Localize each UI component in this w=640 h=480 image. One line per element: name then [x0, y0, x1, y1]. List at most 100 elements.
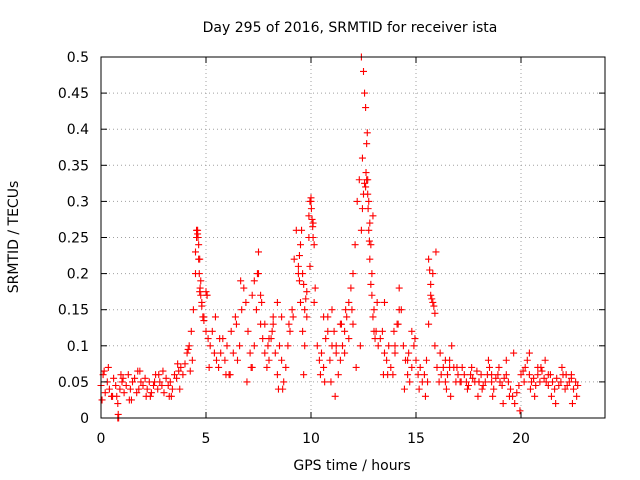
data-point	[295, 252, 303, 260]
data-point	[100, 367, 108, 375]
data-point	[478, 385, 486, 393]
data-point	[563, 382, 571, 390]
data-point	[252, 306, 260, 314]
data-point	[361, 89, 369, 97]
data-point	[371, 335, 379, 343]
data-point	[269, 320, 277, 328]
data-point	[427, 291, 435, 299]
data-point	[120, 389, 128, 397]
data-point	[498, 382, 506, 390]
data-point	[416, 363, 424, 371]
data-point	[384, 371, 392, 379]
data-point	[213, 356, 220, 364]
y-tick-label: 0.05	[58, 375, 89, 391]
data-point	[198, 302, 206, 310]
y-tick-label: 0.5	[67, 50, 89, 66]
data-point	[248, 291, 256, 299]
data-point	[110, 374, 118, 382]
data-point	[184, 345, 192, 353]
data-point	[426, 266, 434, 274]
grid-lines	[101, 57, 605, 418]
data-point	[502, 371, 510, 379]
data-point	[425, 255, 433, 263]
data-point	[300, 371, 308, 379]
data-point	[355, 176, 363, 184]
data-point	[341, 349, 349, 357]
data-point	[158, 382, 166, 390]
data-point	[361, 179, 369, 187]
data-point	[269, 313, 277, 321]
data-point	[446, 363, 454, 371]
data-point	[369, 313, 377, 321]
data-point	[365, 226, 373, 234]
data-point	[263, 363, 271, 371]
data-point	[143, 385, 151, 393]
data-point	[433, 363, 441, 371]
data-point	[216, 335, 224, 343]
data-point	[332, 342, 340, 350]
data-point	[561, 385, 569, 393]
data-point	[378, 327, 386, 335]
data-point	[425, 320, 433, 328]
data-point	[129, 378, 136, 386]
data-point	[405, 349, 413, 357]
data-point	[151, 378, 159, 386]
data-point	[204, 335, 212, 343]
data-point	[454, 371, 462, 379]
data-point	[206, 342, 214, 350]
data-point	[311, 284, 319, 292]
data-point	[341, 327, 349, 335]
data-point	[250, 277, 258, 285]
data-point	[494, 371, 502, 379]
data-point	[328, 306, 336, 314]
data-point	[336, 320, 344, 328]
chart-title: Day 295 of 2016, SRMTID for receiver ist…	[203, 20, 498, 36]
data-point	[356, 342, 364, 350]
data-point	[197, 291, 205, 299]
data-point	[348, 306, 356, 314]
data-point	[484, 356, 492, 364]
data-point	[195, 241, 203, 249]
data-point	[243, 378, 251, 386]
data-point	[444, 371, 451, 379]
x-tick-label: 20	[512, 431, 530, 447]
data-point	[278, 356, 286, 364]
data-point	[391, 342, 399, 350]
data-point	[363, 129, 371, 137]
data-point	[231, 313, 239, 321]
data-point	[367, 280, 375, 288]
data-point	[349, 270, 357, 278]
data-point	[176, 385, 184, 393]
data-point	[244, 327, 252, 335]
data-point	[345, 335, 353, 343]
data-point	[299, 270, 307, 278]
data-point	[373, 298, 381, 306]
data-point	[517, 371, 525, 379]
data-point	[474, 392, 482, 400]
data-point	[431, 342, 439, 350]
plot-frame	[100, 56, 606, 419]
data-point	[353, 197, 361, 205]
data-points	[97, 53, 582, 422]
data-point	[374, 342, 382, 350]
data-point	[467, 371, 475, 379]
data-point	[390, 327, 398, 335]
data-point	[320, 363, 328, 371]
data-point	[162, 374, 170, 382]
data-point	[516, 407, 524, 415]
data-point	[363, 176, 371, 184]
data-point	[557, 378, 565, 386]
data-point	[364, 190, 372, 198]
data-point	[488, 371, 496, 379]
data-point	[447, 392, 455, 400]
data-point	[303, 313, 311, 321]
data-point	[540, 374, 548, 382]
data-point	[541, 356, 549, 364]
data-point	[507, 385, 514, 393]
data-point	[460, 371, 468, 379]
data-point	[242, 298, 250, 306]
data-point	[362, 104, 370, 112]
data-point	[542, 378, 550, 386]
data-point	[171, 371, 178, 379]
data-point	[525, 371, 533, 379]
